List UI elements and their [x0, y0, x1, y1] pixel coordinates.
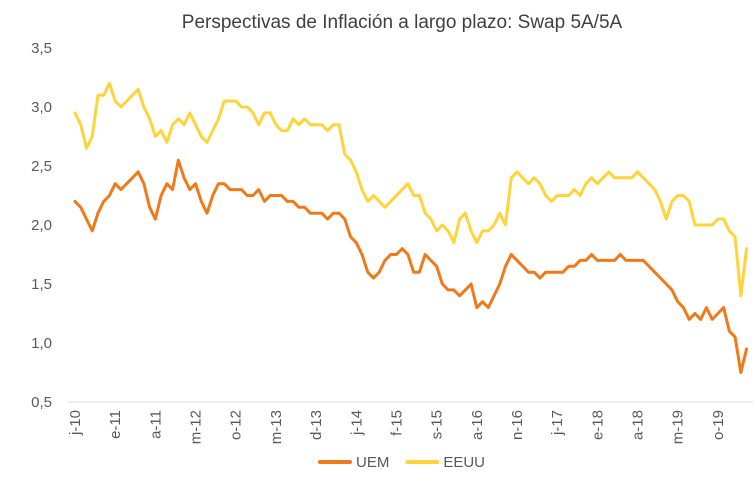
x-tick-label: m-12 [188, 410, 205, 444]
line-series [73, 158, 749, 374]
x-tick-label: e-18 [589, 410, 606, 440]
legend-label: EEUU [443, 454, 485, 471]
y-tick-label: 3,5 [31, 40, 52, 57]
x-tick-label: m-13 [268, 410, 285, 444]
x-tick-label: o-19 [710, 410, 727, 440]
x-tick-label: o-12 [228, 410, 245, 440]
y-tick-label: 2,0 [31, 217, 52, 234]
x-tick-label: a-16 [469, 410, 486, 440]
x-tick-label: d-13 [308, 410, 325, 440]
y-tick-label: 1,5 [31, 276, 52, 293]
y-tick-label: 0,5 [31, 394, 52, 411]
x-tick-label: j-14 [348, 410, 365, 436]
chart-title: Perspectivas de Inflación a largo plazo:… [182, 12, 623, 33]
x-tick-label: a-11 [147, 410, 164, 439]
x-tick-label: j-10 [67, 410, 84, 436]
x-tick-label: n-16 [509, 410, 526, 440]
legend-label: UEM [356, 454, 389, 471]
x-tick-label: a-18 [630, 410, 647, 440]
x-tick-label: f-15 [388, 410, 405, 436]
y-tick-label: 2,5 [31, 158, 52, 175]
x-tick-label: s-15 [429, 410, 446, 439]
line-series [73, 81, 749, 298]
x-tick-label: m-19 [670, 410, 687, 444]
y-tick-label: 1,0 [31, 335, 52, 352]
y-tick-label: 3,0 [31, 99, 52, 116]
x-tick-label: e-11 [107, 410, 124, 439]
x-tick-label: j-17 [549, 410, 566, 436]
